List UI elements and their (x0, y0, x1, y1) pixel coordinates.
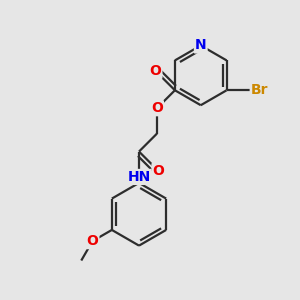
Text: O: O (152, 164, 164, 178)
Text: HN: HN (128, 170, 151, 184)
Text: O: O (149, 64, 161, 78)
Text: O: O (86, 234, 98, 248)
Text: Br: Br (251, 83, 268, 97)
Text: N: N (195, 38, 207, 52)
Text: O: O (151, 101, 163, 115)
